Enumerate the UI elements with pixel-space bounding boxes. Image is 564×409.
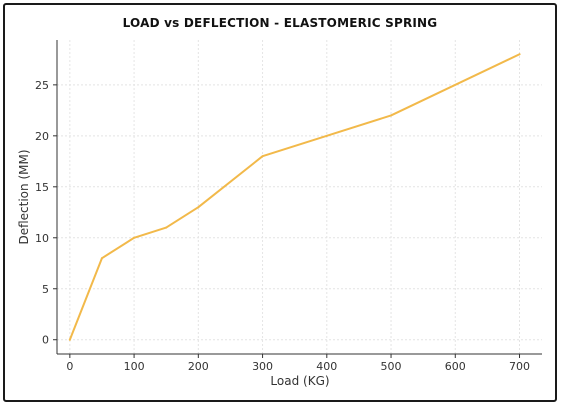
data-point: [68, 338, 71, 341]
data-point: [133, 236, 136, 239]
series-line: [68, 53, 521, 341]
chart-title: LOAD vs DEFLECTION - ELASTOMERIC SPRING: [123, 16, 438, 30]
y-tick-label: 15: [35, 181, 49, 194]
data-point: [390, 114, 393, 117]
x-tick-label: 500: [381, 360, 402, 373]
y-tick-label: 20: [35, 130, 49, 143]
data-point: [325, 134, 328, 137]
axes: [56, 40, 542, 355]
y-tick-label: 5: [42, 283, 49, 296]
grid: [57, 40, 542, 354]
y-axis-label: Deflection (MM): [17, 149, 31, 244]
x-tick-label: 600: [445, 360, 466, 373]
chart-frame: [3, 3, 557, 402]
x-axis-label: Load (KG): [270, 374, 329, 388]
x-tick-label: 100: [124, 360, 145, 373]
x-tick-label: 0: [66, 360, 73, 373]
data-point: [197, 206, 200, 209]
x-tick-label: 400: [316, 360, 337, 373]
x-tick-label: 200: [188, 360, 209, 373]
series-group: [68, 53, 521, 341]
x-tick-label: 300: [252, 360, 273, 373]
y-tick-label: 0: [42, 334, 49, 347]
y-ticks: 0 5 10 15 20 25: [35, 79, 57, 347]
y-tick-label: 10: [35, 232, 49, 245]
data-point: [518, 53, 521, 56]
data-point: [165, 226, 168, 229]
y-tick-label: 25: [35, 79, 49, 92]
x-ticks: 0 100 200 300 400 500 600 700: [66, 354, 530, 373]
x-tick-label: 700: [509, 360, 530, 373]
data-point: [261, 155, 264, 158]
data-point: [100, 257, 103, 260]
